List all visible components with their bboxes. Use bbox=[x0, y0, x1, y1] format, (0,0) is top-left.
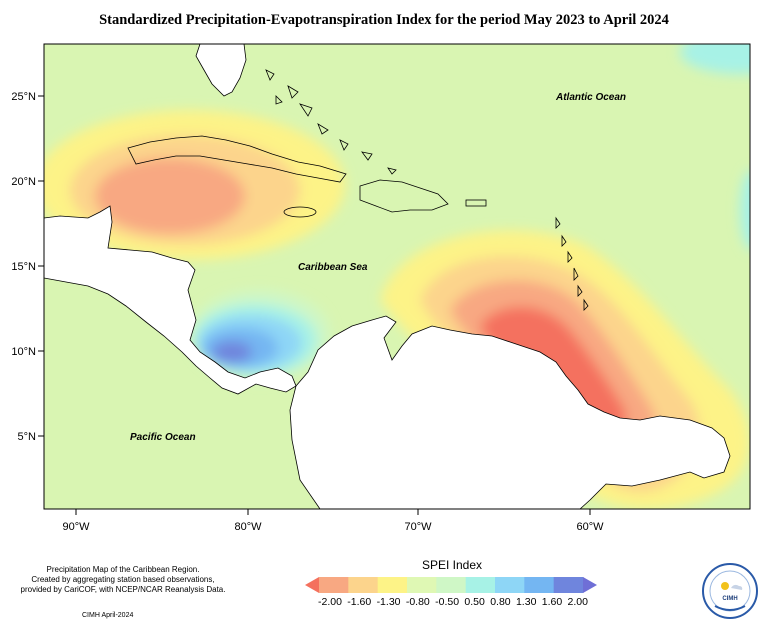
legend-tick: 1.60 bbox=[541, 596, 563, 608]
legend-color-cell bbox=[348, 577, 379, 593]
map-description: Precipitation Map of the Caribbean Regio… bbox=[18, 565, 228, 595]
credit-text: CIMH April-2024 bbox=[82, 612, 134, 619]
legend-tick: -1.60 bbox=[347, 596, 372, 608]
pacific-ocean-label: Pacific Ocean bbox=[130, 432, 196, 443]
caribbean-sea-label: Caribbean Sea bbox=[298, 262, 368, 273]
legend-tick: 0.80 bbox=[490, 596, 511, 608]
lon-label-60: 60°W bbox=[576, 521, 604, 533]
legend-colorbar bbox=[305, 577, 597, 593]
sun-icon bbox=[721, 582, 729, 590]
logo-text: CIMH bbox=[722, 596, 737, 602]
description-line: Created by aggregating station based obs… bbox=[31, 575, 215, 584]
lat-label-15: 15°N bbox=[11, 261, 36, 273]
jamaica-outline bbox=[283, 206, 317, 218]
legend-title: SPEI Index bbox=[421, 558, 483, 572]
spei-field: Atlantic Ocean Caribbean Sea Pacific Oce… bbox=[44, 44, 750, 509]
legend-color-cell bbox=[524, 577, 555, 593]
legend-tick: -0.50 bbox=[435, 596, 460, 608]
legend-color-cell bbox=[319, 577, 349, 593]
central-america-land bbox=[44, 205, 297, 395]
latitude-axis bbox=[38, 95, 44, 437]
cuba-outline bbox=[127, 135, 347, 183]
map-title: Standardized Precipitation-Evapotranspir… bbox=[99, 12, 669, 28]
legend-tick: -0.80 bbox=[405, 596, 430, 608]
lon-label-90: 90°W bbox=[62, 521, 90, 533]
legend-color-cell bbox=[377, 577, 408, 593]
legend-color-cell bbox=[553, 577, 584, 593]
legend-color-cell bbox=[436, 577, 467, 593]
lat-label-10: 10°N bbox=[11, 346, 36, 358]
legend-ticks: -2.00 -1.60 -1.30 -0.80 -0.50 0.50 0.80 … bbox=[318, 596, 588, 608]
map-frame bbox=[43, 43, 751, 510]
legend-color-cell bbox=[583, 577, 597, 593]
legend-tick: 2.00 bbox=[567, 596, 588, 608]
legend-tick: 1.30 bbox=[515, 596, 537, 608]
lesser-antilles bbox=[555, 216, 589, 311]
atlantic-ocean-label: Atlantic Ocean bbox=[555, 92, 626, 103]
south-america-land bbox=[289, 315, 731, 509]
florida-land bbox=[195, 44, 247, 97]
cloud-icon bbox=[731, 584, 743, 590]
legend-color-cell bbox=[495, 577, 525, 593]
lon-label-80: 80°W bbox=[234, 521, 262, 533]
longitude-axis bbox=[75, 509, 591, 515]
legend-tick: -2.00 bbox=[318, 596, 342, 608]
legend-tick: -1.30 bbox=[376, 596, 401, 608]
legend-color-cell bbox=[305, 577, 319, 593]
description-line: provided by CariCOF, with NCEP/NCAR Rean… bbox=[20, 585, 226, 594]
lat-label-25: 25°N bbox=[11, 91, 36, 103]
lat-label-20: 20°N bbox=[11, 176, 36, 188]
puerto-rico-outline bbox=[465, 199, 487, 207]
legend-color-cell bbox=[465, 577, 496, 593]
lon-label-70: 70°W bbox=[404, 521, 432, 533]
hispaniola-outline bbox=[359, 179, 449, 213]
legend-tick: 0.50 bbox=[464, 596, 485, 608]
legend-color-cell bbox=[407, 577, 437, 593]
description-line: Precipitation Map of the Caribbean Regio… bbox=[46, 565, 200, 574]
lat-label-5: 5°N bbox=[18, 431, 37, 443]
cimh-logo: CIMH bbox=[702, 563, 758, 619]
bahamas-islands bbox=[265, 69, 397, 175]
